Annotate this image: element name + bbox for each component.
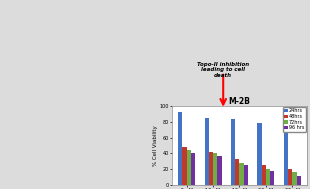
Bar [266,169,270,185]
Bar [205,118,209,185]
Bar [297,176,301,185]
Legend: 24hrs, 48hrs, 72hrs, 96 hrs: 24hrs, 48hrs, 72hrs, 96 hrs [283,107,306,132]
Bar [239,163,244,185]
Bar [182,147,187,185]
Bar [235,159,239,185]
Bar [257,123,262,185]
Bar [213,153,217,185]
Bar [292,172,297,185]
Bar [187,150,191,185]
Bar [284,128,288,185]
Bar [270,171,274,185]
Bar [217,156,222,185]
Y-axis label: % Cell Viability: % Cell Viability [153,125,158,166]
Text: Topo-II inhibition
leading to cell
death: Topo-II inhibition leading to cell death [197,62,249,78]
Bar [231,119,235,185]
Bar [262,165,266,185]
Title: M-2B: M-2B [228,97,250,106]
Bar [244,165,248,185]
Bar [288,169,292,185]
Bar [209,152,213,185]
Bar [178,112,182,185]
Bar [191,153,195,185]
